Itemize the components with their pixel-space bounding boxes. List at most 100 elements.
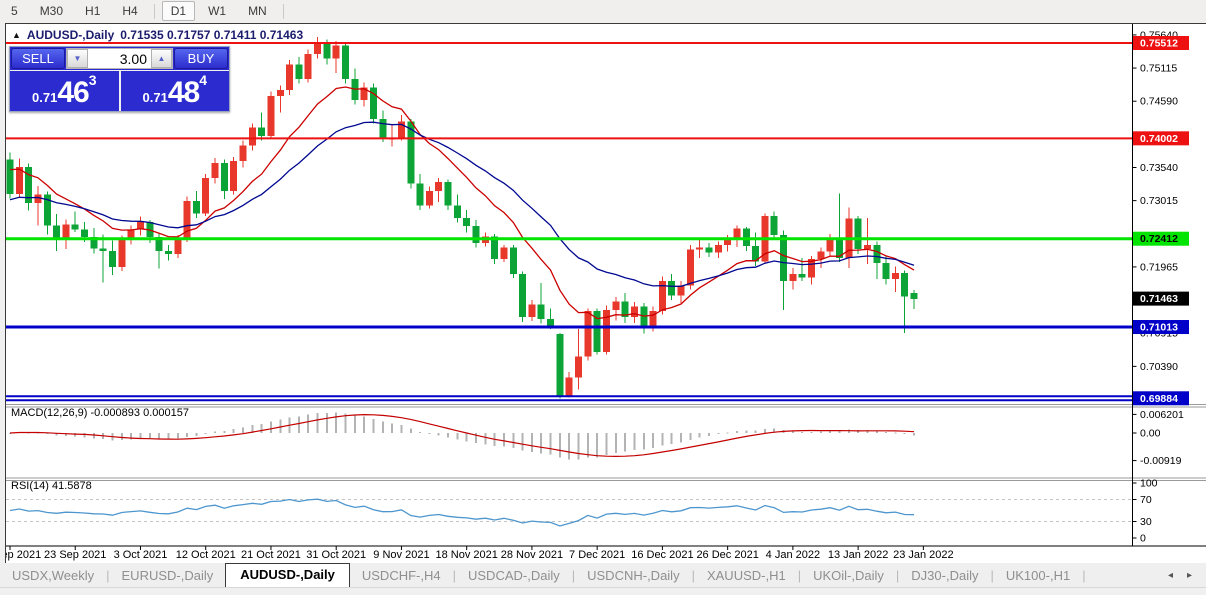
price-chart[interactable]: 0.756400.751150.745900.735400.730150.719… — [6, 24, 1206, 562]
candle-body — [202, 178, 210, 214]
volume-decrease-icon[interactable]: ▼ — [67, 49, 88, 68]
candle-body — [705, 247, 713, 253]
macd-histogram-bar — [708, 433, 710, 436]
macd-histogram-bar — [726, 432, 729, 434]
candle-body — [584, 310, 592, 357]
ohlc-values: 0.71535 0.71757 0.71411 0.71463 — [120, 28, 304, 42]
timeframe-toolbar: 5 M30 H1 H4 D1 W1 MN — [0, 0, 1206, 22]
candle-body — [789, 274, 797, 282]
macd-histogram-bar — [661, 433, 664, 446]
tab-xauusd-h1[interactable]: XAUUSD-,H1 — [706, 568, 786, 583]
tab-usdx-weekly[interactable]: USDX,Weekly — [12, 568, 95, 583]
tab-dj30-daily[interactable]: DJ30-,Daily — [911, 568, 979, 583]
candle-body — [174, 238, 182, 254]
macd-histogram-bar — [74, 433, 77, 437]
candle-body — [854, 218, 862, 249]
candle-body — [43, 194, 51, 226]
tab-usdcad-daily[interactable]: USDCAD-,Daily — [468, 568, 560, 583]
price-badge-blue — [1133, 391, 1189, 406]
macd-histogram-bar — [512, 433, 515, 449]
macd-histogram-bar — [754, 430, 757, 433]
candle-body — [770, 216, 778, 236]
timeframe-mn-button[interactable]: MN — [248, 4, 267, 18]
candle-body — [109, 250, 117, 268]
candle-body — [304, 53, 312, 80]
sell-button[interactable]: SELL — [11, 48, 65, 69]
timeframe-d1-button[interactable]: D1 — [161, 1, 196, 21]
candle-body — [118, 238, 126, 268]
volume-input[interactable] — [88, 49, 151, 68]
candle-body — [34, 194, 42, 203]
timeframe-h4-button[interactable]: H4 — [122, 4, 138, 18]
candle-body — [99, 248, 107, 251]
candle-body — [826, 237, 834, 252]
tab-eurusd-daily[interactable]: EURUSD-,Daily — [121, 568, 214, 583]
sell-price-display[interactable]: 0.71 46 3 — [10, 71, 121, 111]
macd-histogram-bar — [838, 431, 841, 433]
candle-body — [780, 235, 788, 282]
rsi-indicator-label: RSI(14) 41.5878 — [11, 480, 92, 492]
macd-histogram-bar — [903, 433, 906, 435]
tab-audusd-daily[interactable]: AUDUSD-,Daily — [225, 563, 350, 587]
timeframe-m30-button[interactable]: M30 — [39, 4, 64, 18]
macd-histogram-bar — [428, 433, 431, 435]
macd-histogram-bar — [773, 428, 776, 433]
price-badge-label: 0.74002 — [1140, 133, 1178, 145]
macd-histogram-bar — [9, 433, 11, 434]
candle-body — [332, 45, 340, 59]
macd-histogram-bar — [577, 433, 580, 460]
tab-ukoil-daily[interactable]: UKOil-,Daily — [813, 568, 884, 583]
tab-usdchf-h4[interactable]: USDCHF-,H4 — [361, 568, 441, 583]
macd-histogram-bar — [530, 433, 533, 452]
candle-body — [360, 87, 368, 100]
candle-body — [444, 182, 452, 206]
macd-histogram-bar — [325, 412, 328, 433]
timeframe-5-button[interactable]: 5 — [11, 4, 18, 18]
candle-body — [509, 247, 517, 275]
candle-body — [435, 182, 443, 191]
macd-histogram-bar — [400, 424, 403, 433]
macd-histogram-bar — [297, 416, 300, 433]
tab-scroll-right-icon[interactable]: ▸ — [1186, 570, 1192, 581]
date-axis-label: 14 Sep 2021 — [6, 549, 41, 561]
timeframe-h1-button[interactable]: H1 — [85, 4, 101, 18]
tab-usdcnh-daily[interactable]: USDCNH-,Daily — [587, 568, 680, 583]
candle-body — [882, 262, 890, 280]
candle-body — [491, 236, 499, 260]
macd-histogram-bar — [55, 433, 58, 436]
macd-histogram-bar — [381, 421, 384, 433]
rsi-line — [9, 498, 915, 527]
tab-uk100-h1[interactable]: UK100-,H1 — [1005, 568, 1071, 583]
macd-histogram-bar — [549, 433, 552, 455]
date-axis-label: 7 Dec 2021 — [569, 549, 625, 561]
candle-body — [192, 200, 200, 214]
collapse-triangle-icon[interactable]: ▲ — [12, 30, 21, 40]
tab-separator: | — [895, 568, 900, 583]
buy-button[interactable]: BUY — [174, 48, 228, 69]
macd-histogram-bar — [745, 430, 748, 433]
macd-histogram-bar — [139, 433, 142, 439]
rsi-axis-tick-label: 100 — [1140, 478, 1158, 490]
timeframe-w1-button[interactable]: W1 — [208, 4, 227, 18]
candle-body — [593, 310, 601, 352]
candle-body — [835, 237, 843, 258]
volume-increase-icon[interactable]: ▲ — [151, 49, 172, 68]
macd-histogram-bar — [540, 433, 543, 454]
macd-histogram-bar — [652, 433, 655, 449]
macd-histogram-bar — [735, 431, 738, 433]
candle-body — [621, 301, 629, 318]
candle-body — [668, 281, 676, 296]
candle-body — [248, 127, 256, 146]
macd-histogram-bar — [409, 428, 412, 433]
tab-scroll-left-icon[interactable]: ◂ — [1167, 570, 1173, 581]
chart-panel[interactable]: 0.75640 0.75115 0.74590 0.73540 0.73015 0.719… — [5, 23, 1206, 563]
macd-histogram-bar — [195, 433, 198, 436]
candle-body — [183, 200, 191, 239]
buy-price-display[interactable]: 0.71 48 4 — [121, 71, 230, 111]
macd-histogram-bar — [64, 433, 67, 437]
candle-body — [714, 245, 722, 253]
candle-body — [314, 43, 322, 54]
candle-body — [565, 377, 573, 397]
tab-separator: | — [797, 568, 802, 583]
